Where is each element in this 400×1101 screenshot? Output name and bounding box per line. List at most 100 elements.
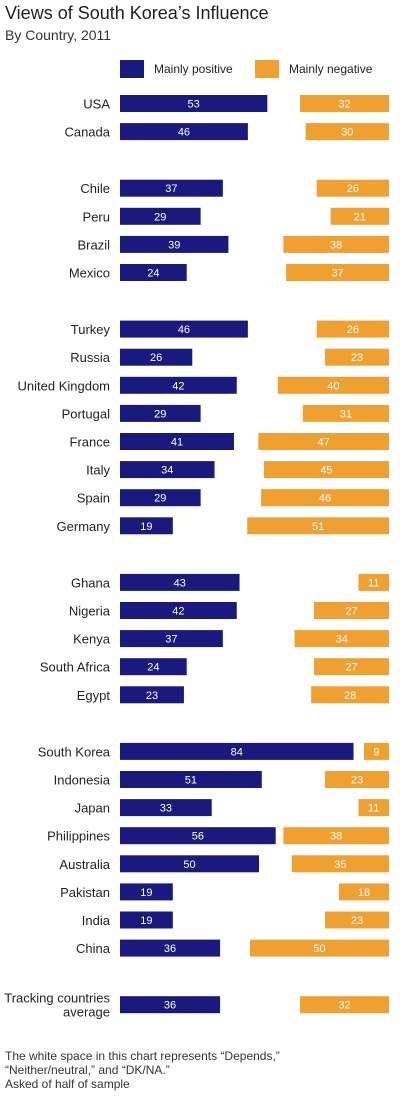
category-label-indonesia: Indonesia [54, 773, 111, 788]
bar-negative-spain [261, 489, 389, 507]
value-label-positive-turkey: 46 [178, 324, 190, 336]
value-label-positive-russia: 26 [150, 352, 162, 364]
value-label-positive-germany: 19 [140, 521, 152, 533]
category-label-ghana: Ghana [71, 575, 111, 590]
category-label-united-kingdom: United Kingdom [18, 378, 111, 393]
legend-item-negative: Mainly negative [255, 60, 372, 78]
bar-positive-usa [120, 95, 268, 112]
value-label-negative-peru: 21 [354, 211, 366, 223]
category-label-pakistan: Pakistan [60, 885, 110, 900]
bar-positive-canada [120, 123, 248, 141]
value-label-negative-kenya: 34 [336, 634, 348, 646]
bar-negative-chile [316, 179, 389, 197]
bar-negative-china [250, 939, 389, 957]
bar-positive-united-kingdom [120, 376, 237, 394]
bar-negative-egypt [311, 686, 389, 704]
category-label-russia: Russia [70, 350, 111, 365]
bar-positive-south-africa [120, 658, 187, 676]
category-label-portugal: Portugal [62, 406, 111, 421]
bar-positive-china [120, 939, 221, 957]
category-label-philippines: Philippines [47, 829, 110, 844]
bar-positive-south-korea [120, 742, 354, 760]
value-label-negative-usa: 32 [338, 99, 350, 111]
value-label-positive-philippines: 56 [192, 831, 204, 843]
bar-negative-portugal [302, 404, 389, 422]
category-label-india: India [82, 913, 111, 928]
value-label-positive-france: 41 [171, 437, 183, 449]
value-label-positive-chile: 37 [165, 183, 177, 195]
category-label-egypt: Egypt [77, 688, 111, 703]
value-label-positive-spain: 29 [154, 493, 166, 505]
value-label-positive-pakistan: 19 [140, 887, 152, 899]
footnote-line-1: The white space in this chart represents… [5, 1049, 280, 1063]
value-label-negative-france: 47 [318, 437, 330, 449]
value-label-negative-canada: 30 [341, 127, 353, 139]
value-label-negative-brazil: 38 [330, 239, 342, 251]
category-label-germany: Germany [57, 519, 111, 534]
bar-negative-canada [305, 123, 389, 141]
value-label-negative-italy: 45 [320, 465, 332, 477]
value-label-negative-tracking-countries-average: 32 [338, 1000, 350, 1012]
category-label-tracking-countries-average: Tracking countries average [4, 991, 110, 1020]
value-label-positive-south-africa: 24 [147, 662, 159, 674]
bar-positive-tracking-countries-average [120, 996, 221, 1014]
bar-positive-turkey [120, 320, 248, 338]
bar-negative-mexico [286, 264, 389, 281]
value-label-negative-south-korea: 9 [373, 746, 379, 758]
bar-negative-tracking-countries-average [300, 996, 389, 1014]
bar-positive-kenya [120, 630, 223, 648]
bar-negative-south-africa [313, 658, 389, 676]
category-label-turkey: Turkey [71, 322, 111, 337]
bar-positive-philippines [120, 827, 276, 845]
bar-negative-italy [263, 461, 389, 479]
bar-negative-kenya [294, 630, 389, 648]
bar-positive-peru [120, 207, 201, 225]
legend-label-negative: Mainly negative [289, 62, 373, 76]
value-label-positive-tracking-countries-average: 36 [164, 1000, 176, 1012]
bar-positive-egypt [120, 686, 184, 704]
value-label-negative-china: 50 [313, 943, 325, 955]
chart-title: Views of South Korea’s Influence [5, 3, 269, 23]
category-label-chile: Chile [80, 181, 110, 196]
footnote: The white space in this chart represents… [5, 1049, 280, 1091]
value-label-positive-italy: 34 [161, 465, 173, 477]
value-label-negative-philippines: 38 [330, 831, 342, 843]
value-label-positive-china: 36 [164, 943, 176, 955]
value-label-positive-brazil: 39 [168, 239, 180, 251]
bar-positive-india [120, 911, 173, 929]
chart-subtitle: By Country, 2011 [5, 27, 112, 43]
bar-negative-france [258, 433, 389, 450]
bar-negative-peru [330, 207, 389, 225]
bar-negative-united-kingdom [277, 376, 389, 394]
category-label-kenya: Kenya [73, 632, 111, 647]
bar-positive-ghana [120, 573, 240, 591]
bar-negative-nigeria [313, 602, 389, 619]
legend-item-positive: Mainly positive [120, 60, 233, 78]
value-label-negative-turkey: 26 [347, 324, 359, 336]
value-label-negative-mexico: 37 [331, 268, 343, 280]
value-label-positive-australia: 50 [183, 859, 195, 871]
value-label-positive-india: 19 [140, 915, 152, 927]
value-label-positive-indonesia: 51 [185, 775, 197, 787]
bar-negative-australia [291, 855, 389, 873]
value-label-negative-ghana: 11 [368, 577, 379, 589]
category-label-spain: Spain [77, 491, 110, 506]
value-label-positive-nigeria: 42 [172, 606, 184, 618]
bar-negative-pakistan [338, 883, 389, 901]
value-label-negative-nigeria: 27 [345, 606, 357, 618]
value-label-negative-germany: 51 [312, 521, 324, 533]
value-label-positive-ghana: 43 [174, 577, 186, 589]
bar-positive-portugal [120, 404, 201, 422]
bar-positive-nigeria [120, 602, 237, 619]
bar-positive-spain [120, 489, 201, 507]
value-label-negative-pakistan: 18 [358, 887, 370, 899]
bar-positive-chile [120, 179, 223, 197]
legend-label-positive: Mainly positive [154, 62, 233, 76]
legend-swatch-positive [120, 60, 144, 78]
value-label-negative-united-kingdom: 40 [327, 380, 339, 392]
bar-negative-turkey [316, 320, 389, 338]
bar-negative-japan [358, 799, 389, 817]
value-label-positive-south-korea: 84 [231, 746, 243, 758]
bar-negative-usa [300, 95, 389, 112]
